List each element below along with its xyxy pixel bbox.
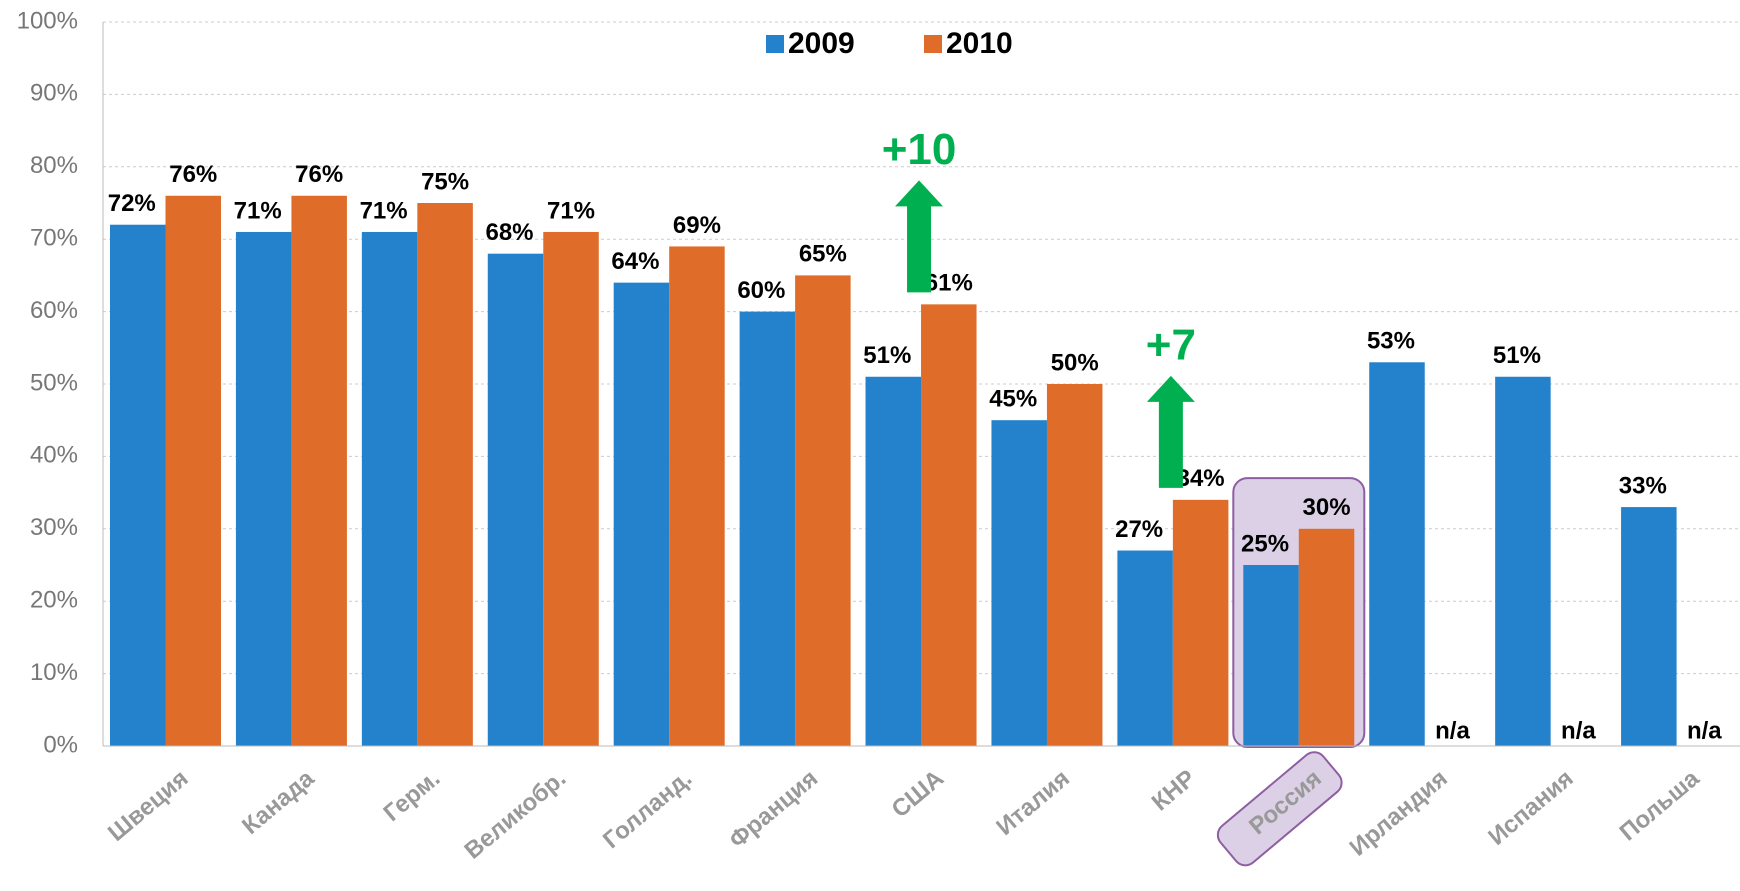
bar — [543, 231, 599, 746]
x-tick: Россия — [1216, 751, 1343, 867]
highlight-label-box — [1216, 751, 1343, 867]
data-label: n/a — [1561, 717, 1596, 744]
bar — [613, 282, 670, 746]
data-label: 64% — [611, 248, 659, 275]
x-tick-label: Франция — [724, 765, 823, 854]
data-label: 68% — [485, 219, 533, 246]
bar — [1046, 384, 1103, 746]
bar — [487, 253, 544, 746]
bar — [739, 311, 796, 746]
x-tick-label: Польша — [1615, 764, 1705, 846]
bar — [795, 275, 851, 746]
y-tick-label: 0% — [43, 731, 78, 758]
legend-label: 2010 — [946, 27, 1013, 60]
bar — [417, 203, 473, 746]
data-label: 45% — [989, 386, 1037, 413]
bar — [921, 304, 977, 746]
legend-swatch — [766, 35, 784, 53]
data-label: 69% — [673, 212, 721, 239]
x-tick: Великобр. — [459, 765, 571, 865]
data-label: 34% — [1177, 465, 1225, 492]
data-label: 65% — [799, 241, 847, 268]
y-tick-label: 20% — [30, 587, 78, 614]
bar — [669, 246, 725, 746]
x-tick-label: Канада — [237, 764, 320, 840]
x-tick-label: Швеция — [103, 765, 193, 847]
x-tick: Ирландия — [1345, 765, 1453, 862]
y-tick-label: 90% — [30, 80, 78, 107]
data-label: 75% — [421, 168, 469, 195]
y-tick-label: 30% — [30, 514, 78, 541]
x-tick: США — [887, 765, 949, 823]
data-label: 71% — [360, 197, 408, 224]
x-tick-label: Италия — [991, 765, 1075, 841]
y-tick-label: 100% — [17, 7, 78, 34]
x-tick-label: Испания — [1483, 765, 1578, 851]
legend-swatch — [924, 35, 942, 53]
bar — [235, 231, 292, 746]
data-label: 53% — [1367, 328, 1415, 355]
bar — [361, 231, 418, 746]
y-tick-label: 60% — [30, 297, 78, 324]
data-label: 76% — [295, 161, 343, 188]
data-label: 71% — [547, 197, 595, 224]
data-label: n/a — [1435, 717, 1470, 744]
data-label: 51% — [1493, 342, 1541, 369]
data-label: 71% — [234, 197, 282, 224]
data-label: 60% — [737, 277, 785, 304]
x-tick-label: США — [887, 765, 949, 823]
x-tick-label: Ирландия — [1345, 765, 1453, 862]
arrow — [1146, 375, 1195, 488]
arrow — [895, 180, 944, 293]
data-label: 30% — [1303, 494, 1351, 521]
bar — [1621, 507, 1677, 746]
data-label: 61% — [925, 270, 973, 297]
bar — [1117, 550, 1173, 746]
y-tick-label: 80% — [30, 152, 78, 179]
bar — [110, 224, 166, 747]
data-label: 76% — [169, 161, 217, 188]
x-tick: Испания — [1483, 765, 1578, 851]
data-label: 33% — [1619, 472, 1667, 499]
y-tick-label: 50% — [30, 369, 78, 396]
data-label: 50% — [1051, 349, 1099, 376]
x-tick: Швеция — [103, 765, 193, 847]
x-tick: Голланд. — [598, 765, 697, 854]
bar — [165, 195, 221, 746]
x-tick-label: Голланд. — [598, 765, 697, 854]
data-label: n/a — [1687, 717, 1722, 744]
bar — [1243, 565, 1299, 746]
bar — [1495, 376, 1551, 746]
x-tick: Франция — [724, 765, 823, 854]
y-tick-label: 70% — [30, 225, 78, 252]
legend-label: 2009 — [788, 27, 855, 60]
annotation: +7 — [1146, 320, 1196, 369]
data-label: 25% — [1241, 530, 1289, 557]
annotation: +10 — [882, 125, 957, 174]
x-tick-label: Герм. — [379, 765, 446, 827]
y-tick-label: 40% — [30, 442, 78, 469]
bar — [1172, 499, 1229, 746]
x-tick: Италия — [991, 765, 1075, 841]
bar — [865, 376, 922, 746]
data-label: 51% — [863, 342, 911, 369]
x-tick-label: КНР — [1147, 765, 1201, 817]
x-tick: Герм. — [379, 765, 446, 827]
bar — [1369, 362, 1425, 746]
bar — [991, 420, 1047, 746]
x-tick-label: Великобр. — [459, 765, 571, 865]
data-label: 72% — [108, 190, 156, 217]
x-tick: КНР — [1147, 765, 1201, 817]
x-tick: Польша — [1615, 764, 1705, 846]
x-tick: Канада — [237, 764, 320, 840]
bar — [1298, 528, 1355, 746]
y-tick-label: 10% — [30, 659, 78, 686]
bar — [291, 195, 347, 746]
data-label: 27% — [1115, 516, 1163, 543]
